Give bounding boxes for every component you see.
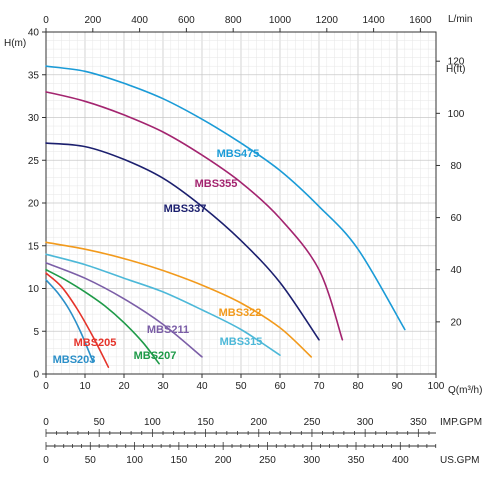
us-gpm-scale-tick-label: 200 xyxy=(215,455,232,466)
x-tick-label: 30 xyxy=(157,381,169,392)
y-tick-label: 25 xyxy=(28,156,40,167)
x-tick-label: 10 xyxy=(79,381,91,392)
right-tick-label: 100 xyxy=(448,109,465,120)
curves xyxy=(45,65,406,368)
top-tick-label: 200 xyxy=(84,15,101,26)
y-tick-label: 10 xyxy=(28,284,40,295)
y-tick-label: 15 xyxy=(28,241,40,252)
label-mbs211: MBS211 xyxy=(147,324,189,336)
top-tick-label: 1200 xyxy=(316,15,339,26)
us-gpm-scale-tick-label: 100 xyxy=(126,455,143,466)
unit-label-us-gpm: US.GPM xyxy=(440,455,479,466)
curve-mbs315 xyxy=(45,253,281,356)
curve-mbs205 xyxy=(45,272,110,368)
top-tick-label: 600 xyxy=(178,15,195,26)
label-mbs475: MBS475 xyxy=(217,148,260,160)
imp-gpm-scale-tick-label: 50 xyxy=(94,417,106,428)
imp-gpm-scale-tick-label: 100 xyxy=(144,417,161,428)
y-tick-label: 30 xyxy=(28,113,40,124)
top-tick-label: 1000 xyxy=(269,15,292,26)
imp-gpm-scale-tick-label: 350 xyxy=(410,417,427,428)
x-tick-label: 20 xyxy=(118,381,130,392)
y-tick-label: 0 xyxy=(33,370,39,381)
curve-mbs203 xyxy=(45,279,94,362)
us-gpm-scale-tick-label: 150 xyxy=(171,455,188,466)
x-tick-label: 40 xyxy=(196,381,208,392)
top-tick-label: 800 xyxy=(225,15,242,26)
top-tick-label: 1600 xyxy=(409,15,432,26)
grid xyxy=(45,31,437,375)
imp-gpm-scale-tick-label: 250 xyxy=(304,417,321,428)
unit-label-q-m3h: Q(m³/h) xyxy=(448,385,482,396)
y-tick-label: 5 xyxy=(33,327,39,338)
curve-mbs211 xyxy=(45,262,203,358)
right-tick-label: 80 xyxy=(450,161,462,172)
x-tick-label: 90 xyxy=(391,381,403,392)
imp-gpm-scale-tick-label: 150 xyxy=(197,417,214,428)
x-tick-label: 50 xyxy=(235,381,247,392)
x-tick-label: 70 xyxy=(313,381,325,392)
top-tick-label: 400 xyxy=(131,15,148,26)
curve-mbs322 xyxy=(45,241,312,358)
x-tick-label: 0 xyxy=(43,381,49,392)
right-tick-label: 40 xyxy=(450,265,462,276)
y-tick-label: 35 xyxy=(28,70,40,81)
label-mbs205: MBS205 xyxy=(74,337,117,349)
unit-label-lmin: L/min xyxy=(448,14,472,25)
us-gpm-scale-tick-label: 250 xyxy=(259,455,276,466)
label-mbs322: MBS322 xyxy=(219,307,262,319)
right-tick-label: 20 xyxy=(450,317,462,328)
us-gpm-scale-tick-label: 400 xyxy=(392,455,409,466)
y-tick-label: 20 xyxy=(28,199,40,210)
curve-labels: MBS475 MBS355 MBS337 MBS322 MBS315 MBS211 MBS2… xyxy=(53,148,263,366)
unit-label-h-ft: H(ft) xyxy=(446,64,465,75)
curve-mbs475 xyxy=(45,65,406,331)
curve-mbs207 xyxy=(45,268,160,365)
label-mbs203: MBS203 xyxy=(53,354,96,366)
curve-mbs337 xyxy=(45,142,320,341)
imp-gpm-scale-tick-label: 0 xyxy=(43,417,49,428)
label-mbs337: MBS337 xyxy=(164,203,207,215)
us-gpm-scale-tick-label: 0 xyxy=(43,455,49,466)
us-gpm-scale-tick-label: 350 xyxy=(348,455,365,466)
x-tick-label: 60 xyxy=(274,381,286,392)
right-tick-label: 60 xyxy=(450,213,462,224)
unit-label-imp-gpm: IMP.GPM xyxy=(440,417,482,428)
unit-label-h-m: H(m) xyxy=(4,38,26,49)
us-gpm-scale-tick-label: 300 xyxy=(303,455,320,466)
label-mbs355: MBS355 xyxy=(195,178,238,190)
top-tick-label: 0 xyxy=(43,15,49,26)
curve-mbs355 xyxy=(45,91,344,341)
x-tick-label: 80 xyxy=(352,381,364,392)
label-mbs315: MBS315 xyxy=(220,336,263,348)
top-tick-label: 1400 xyxy=(362,15,385,26)
right-tick-label: 120 xyxy=(448,57,465,68)
imp-gpm-scale-tick-label: 200 xyxy=(250,417,267,428)
y-tick-label: 40 xyxy=(28,28,40,39)
imp-gpm-scale-tick-label: 300 xyxy=(357,417,374,428)
us-gpm-scale-tick-label: 50 xyxy=(85,455,97,466)
x-tick-label: 100 xyxy=(428,381,445,392)
label-mbs207: MBS207 xyxy=(134,350,177,362)
